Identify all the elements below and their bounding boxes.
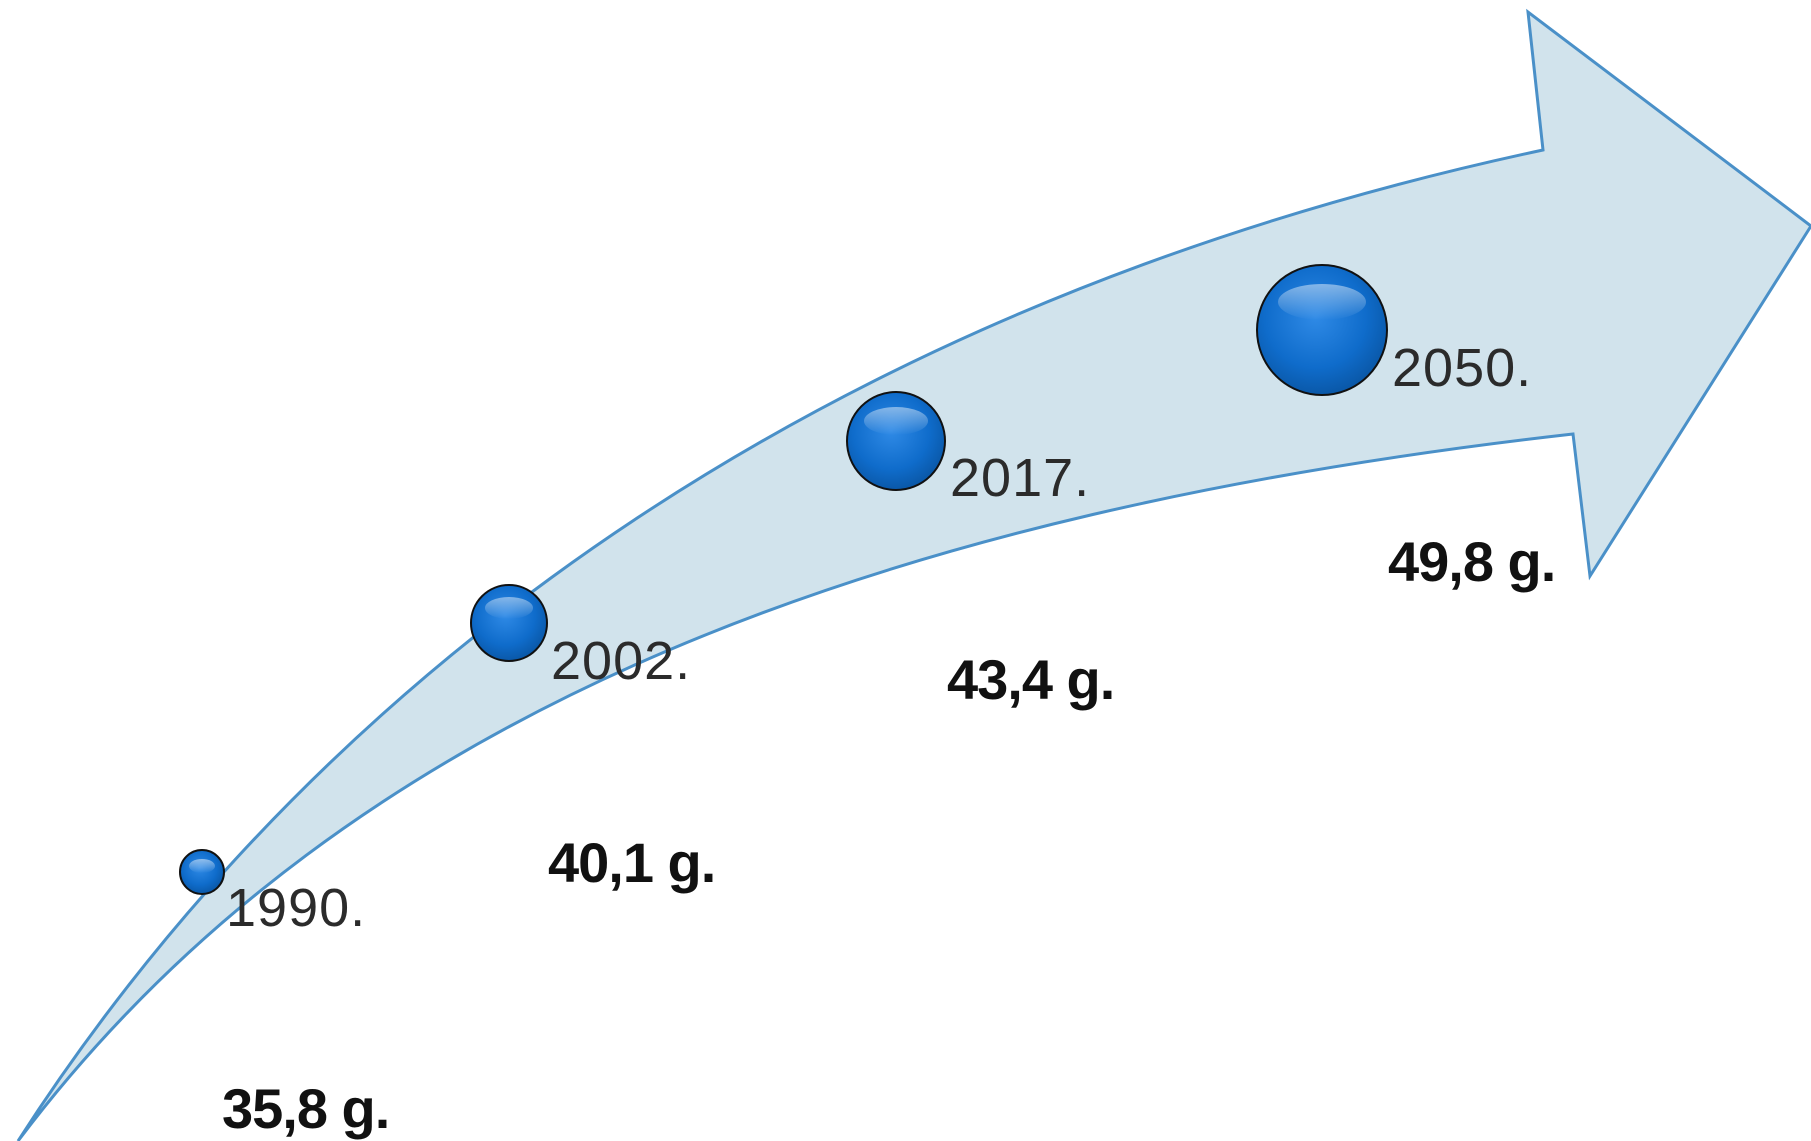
milestone-bubble-2050 bbox=[1256, 264, 1388, 396]
year-label-1990: 1990. bbox=[226, 878, 366, 938]
value-label-2002: 40,1 g. bbox=[548, 831, 715, 894]
milestone-bubble-2017 bbox=[846, 391, 946, 491]
year-label-2017: 2017. bbox=[950, 448, 1090, 508]
milestone-bubble-1990 bbox=[179, 849, 225, 895]
milestone-bubble-2002 bbox=[470, 584, 548, 662]
value-label-2017: 43,4 g. bbox=[947, 648, 1114, 711]
value-label-1990: 35,8 g. bbox=[222, 1077, 389, 1140]
value-label-2050: 49,8 g. bbox=[1388, 530, 1555, 593]
year-label-2002: 2002. bbox=[551, 631, 691, 691]
year-label-2050: 2050. bbox=[1392, 338, 1532, 398]
